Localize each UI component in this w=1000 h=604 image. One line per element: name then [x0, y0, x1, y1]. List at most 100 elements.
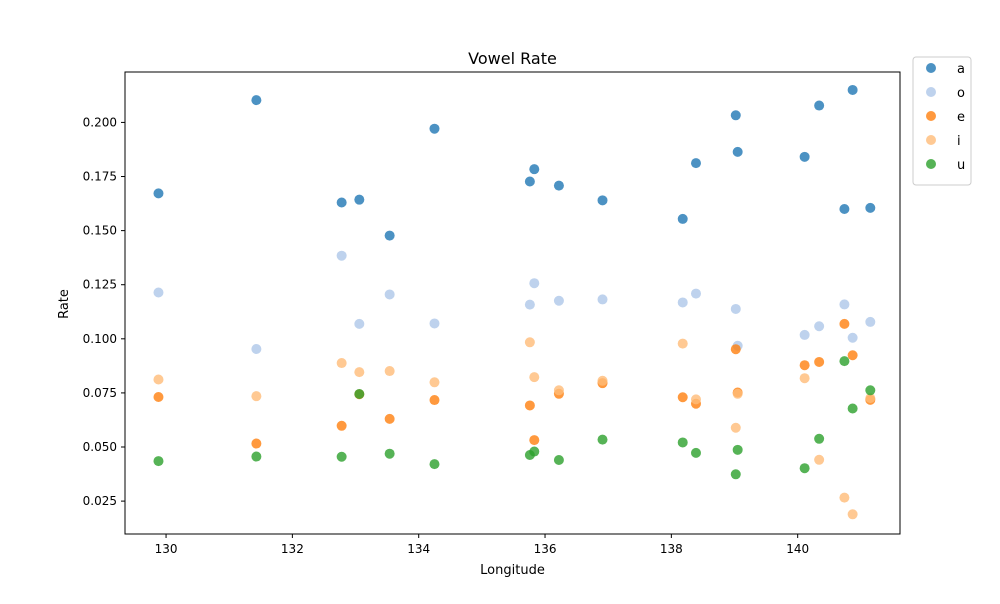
point-o-4: [384, 289, 395, 300]
point-o-18: [865, 316, 876, 327]
point-i-13: [732, 388, 743, 399]
point-o-2: [336, 250, 347, 261]
point-e-12: [730, 344, 741, 355]
point-o-15: [814, 321, 825, 332]
series-o: [153, 250, 876, 354]
point-i-2: [336, 358, 347, 369]
point-o-8: [553, 295, 564, 306]
point-u-9: [597, 434, 608, 445]
y-tick-label: 0.025: [83, 494, 117, 508]
point-a-8: [553, 180, 564, 191]
point-a-4: [384, 230, 395, 241]
point-u-18: [865, 385, 876, 396]
point-e-7: [529, 435, 540, 446]
point-a-7: [529, 164, 540, 175]
point-e-6: [524, 400, 535, 411]
x-tick-label: 138: [660, 542, 683, 556]
y-tick-label: 0.100: [83, 332, 117, 346]
y-axis-label: Rate: [57, 289, 72, 319]
series-u: [153, 356, 876, 480]
point-a-15: [814, 100, 825, 111]
y-tick-label: 0.125: [83, 278, 117, 292]
point-i-5: [429, 377, 440, 388]
point-a-5: [429, 123, 440, 134]
point-a-17: [847, 84, 858, 95]
point-u-10: [677, 437, 688, 448]
point-i-1: [251, 391, 262, 402]
point-i-3: [354, 367, 365, 378]
point-u-13: [732, 444, 743, 455]
legend-label-e: e: [957, 110, 965, 125]
x-axis-label: Longitude: [480, 563, 545, 578]
point-o-17: [847, 332, 858, 343]
y-tick-label: 0.050: [83, 440, 117, 454]
point-a-18: [865, 202, 876, 213]
point-e-1: [251, 438, 262, 449]
x-tick-label: 140: [786, 542, 809, 556]
legend-marker-e: [926, 111, 936, 121]
series-i: [153, 337, 876, 520]
y-tick-label: 0.200: [83, 115, 117, 129]
point-o-10: [677, 297, 688, 308]
legend-label-o: o: [957, 86, 965, 101]
series-a: [153, 84, 876, 241]
point-i-18: [865, 393, 876, 404]
point-i-4: [384, 366, 395, 377]
point-e-2: [336, 420, 347, 431]
point-u-17: [847, 403, 858, 414]
point-i-6: [524, 337, 535, 348]
x-tick-label: 136: [534, 542, 557, 556]
point-o-3: [354, 318, 365, 329]
point-o-9: [597, 294, 608, 305]
point-a-6: [524, 176, 535, 187]
point-o-12: [730, 303, 741, 314]
point-u-15: [814, 433, 825, 444]
point-u-8: [553, 454, 564, 465]
point-u-1: [251, 451, 262, 462]
point-a-12: [730, 110, 741, 121]
point-e-10: [677, 392, 688, 403]
point-e-0: [153, 392, 164, 403]
point-o-7: [529, 278, 540, 289]
chart-title: Vowel Rate: [468, 49, 557, 68]
point-u-16: [839, 356, 850, 367]
point-i-11: [690, 394, 701, 405]
point-i-17: [847, 509, 858, 520]
point-a-10: [677, 213, 688, 224]
point-a-1: [251, 95, 262, 106]
plot-frame: [124, 71, 901, 535]
x-tick-label: 130: [155, 542, 178, 556]
y-axis: 0.025 0.050 0.075 0.100 0.125 0.150 0.175 0.200: [83, 115, 125, 508]
legend-label-u: u: [957, 158, 965, 173]
point-o-5: [429, 318, 440, 329]
point-e-14: [799, 360, 810, 371]
point-u-4: [384, 448, 395, 459]
point-a-3: [354, 194, 365, 205]
point-e-17: [847, 350, 858, 361]
legend-marker-i: [926, 135, 936, 145]
point-u-7: [529, 446, 540, 457]
point-a-0: [153, 188, 164, 199]
legend-marker-a: [926, 63, 936, 73]
plot-area: [124, 71, 901, 535]
y-tick-label: 0.150: [83, 224, 117, 238]
point-i-8: [553, 385, 564, 396]
point-u-2: [336, 451, 347, 462]
point-a-2: [336, 197, 347, 208]
point-u-14: [799, 463, 810, 474]
point-e-5: [429, 395, 440, 406]
point-o-6: [524, 299, 535, 310]
point-i-9: [597, 375, 608, 386]
y-tick-label: 0.175: [83, 170, 117, 184]
point-e-4: [384, 413, 395, 424]
legend-marker-o: [926, 87, 936, 97]
point-u-3: [354, 388, 365, 399]
point-a-11: [690, 158, 701, 169]
x-tick-label: 134: [407, 542, 430, 556]
point-i-0: [153, 374, 164, 385]
point-a-9: [597, 195, 608, 206]
legend-label-a: a: [957, 62, 965, 77]
